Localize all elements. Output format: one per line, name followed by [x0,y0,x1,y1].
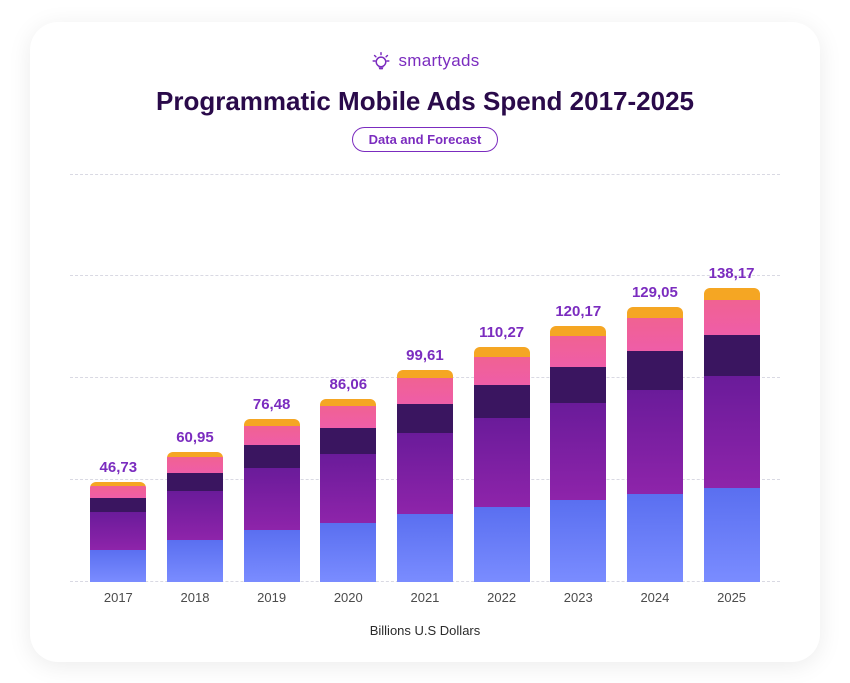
bar-segment-2 [244,468,300,530]
bar-2019: 76,48 [242,396,302,582]
bar-segment-4 [550,336,606,367]
bar-segment-1 [397,514,453,582]
bar [167,452,223,582]
bar [244,419,300,582]
bar-segment-4 [90,486,146,498]
brand-logo: smartyads [370,50,479,72]
bar-segment-5 [550,326,606,336]
bar-segment-1 [704,488,760,582]
x-tick: 2025 [702,590,762,605]
bar-2023: 120,17 [548,303,608,581]
bar-segment-2 [90,512,146,550]
chart-area: 46,73 60,95 76,48 86,06 99,61 110,27 120,17 129… [70,174,780,638]
bar [474,347,530,581]
x-tick: 2020 [318,590,378,605]
bar [320,399,376,582]
bar-2021: 99,61 [395,347,455,582]
bar [550,326,606,581]
x-tick: 2018 [165,590,225,605]
bar-2017: 46,73 [88,459,148,581]
bar-value-label: 99,61 [406,347,444,364]
bar-segment-2 [320,454,376,523]
bar-segment-3 [90,498,146,512]
bar-segment-5 [320,399,376,406]
bar-2022: 110,27 [472,324,532,581]
bar-segment-4 [167,457,223,473]
bar-segment-3 [627,351,683,389]
bar-segment-1 [167,540,223,581]
bar-value-label: 76,48 [253,396,291,413]
bar-segment-4 [397,378,453,403]
bar-segment-3 [397,404,453,434]
bar-segment-4 [244,426,300,446]
bar-value-label: 120,17 [555,303,601,320]
bar-value-label: 110,27 [479,324,524,341]
x-tick: 2024 [625,590,685,605]
bar [704,288,760,582]
bar-segment-1 [627,494,683,582]
bar-segment-1 [90,550,146,582]
bar-segment-1 [550,500,606,582]
bar-segment-3 [704,335,760,376]
x-tick: 2022 [472,590,532,605]
bar-segment-5 [704,288,760,300]
bar [397,370,453,582]
x-tick: 2019 [242,590,302,605]
x-tick: 2021 [395,590,455,605]
bar-segment-2 [167,491,223,540]
bar-segment-2 [397,433,453,513]
brand-name: smartyads [398,51,479,71]
bar-segment-5 [627,307,683,318]
chart-title: Programmatic Mobile Ads Spend 2017-2025 [156,86,694,117]
bar-segment-2 [474,418,530,507]
chart-card: smartyads Programmatic Mobile Ads Spend … [30,22,820,662]
bar-value-label: 46,73 [100,459,138,476]
bars-row: 46,73 60,95 76,48 86,06 99,61 110,27 120,17 129… [70,174,780,582]
bar-2024: 129,05 [625,284,685,581]
bar-segment-1 [474,507,530,582]
bar-segment-1 [320,523,376,582]
bar-value-label: 60,95 [176,429,214,446]
bar-segment-2 [550,403,606,500]
bar-segment-2 [704,376,760,488]
bar-segment-5 [397,370,453,378]
bar-segment-3 [474,385,530,418]
bar-2020: 86,06 [318,376,378,582]
subtitle-badge: Data and Forecast [352,127,499,152]
x-axis-label: Billions U.S Dollars [70,623,780,638]
bar-segment-3 [167,473,223,491]
bar-value-label: 129,05 [632,284,678,301]
bar-segment-4 [320,406,376,428]
bar-segment-3 [244,445,300,468]
bar-segment-2 [627,390,683,494]
bar-2025: 138,17 [702,265,762,582]
x-axis: 2017 2018 2019 2020 2021 2022 2023 2024 2025 [70,582,780,605]
bar-segment-1 [244,530,300,582]
bar-value-label: 138,17 [709,265,755,282]
lightbulb-icon [370,50,392,72]
bar-segment-4 [627,318,683,351]
bar-segment-4 [704,300,760,335]
bar-value-label: 86,06 [330,376,368,393]
bar-2018: 60,95 [165,429,225,582]
bar [90,482,146,581]
bar [627,307,683,581]
x-tick: 2023 [548,590,608,605]
x-tick: 2017 [88,590,148,605]
bar-segment-4 [474,357,530,385]
bar-segment-3 [550,367,606,403]
bar-segment-5 [474,347,530,356]
plot-region: 46,73 60,95 76,48 86,06 99,61 110,27 120,17 129… [70,174,780,582]
bar-segment-3 [320,428,376,454]
